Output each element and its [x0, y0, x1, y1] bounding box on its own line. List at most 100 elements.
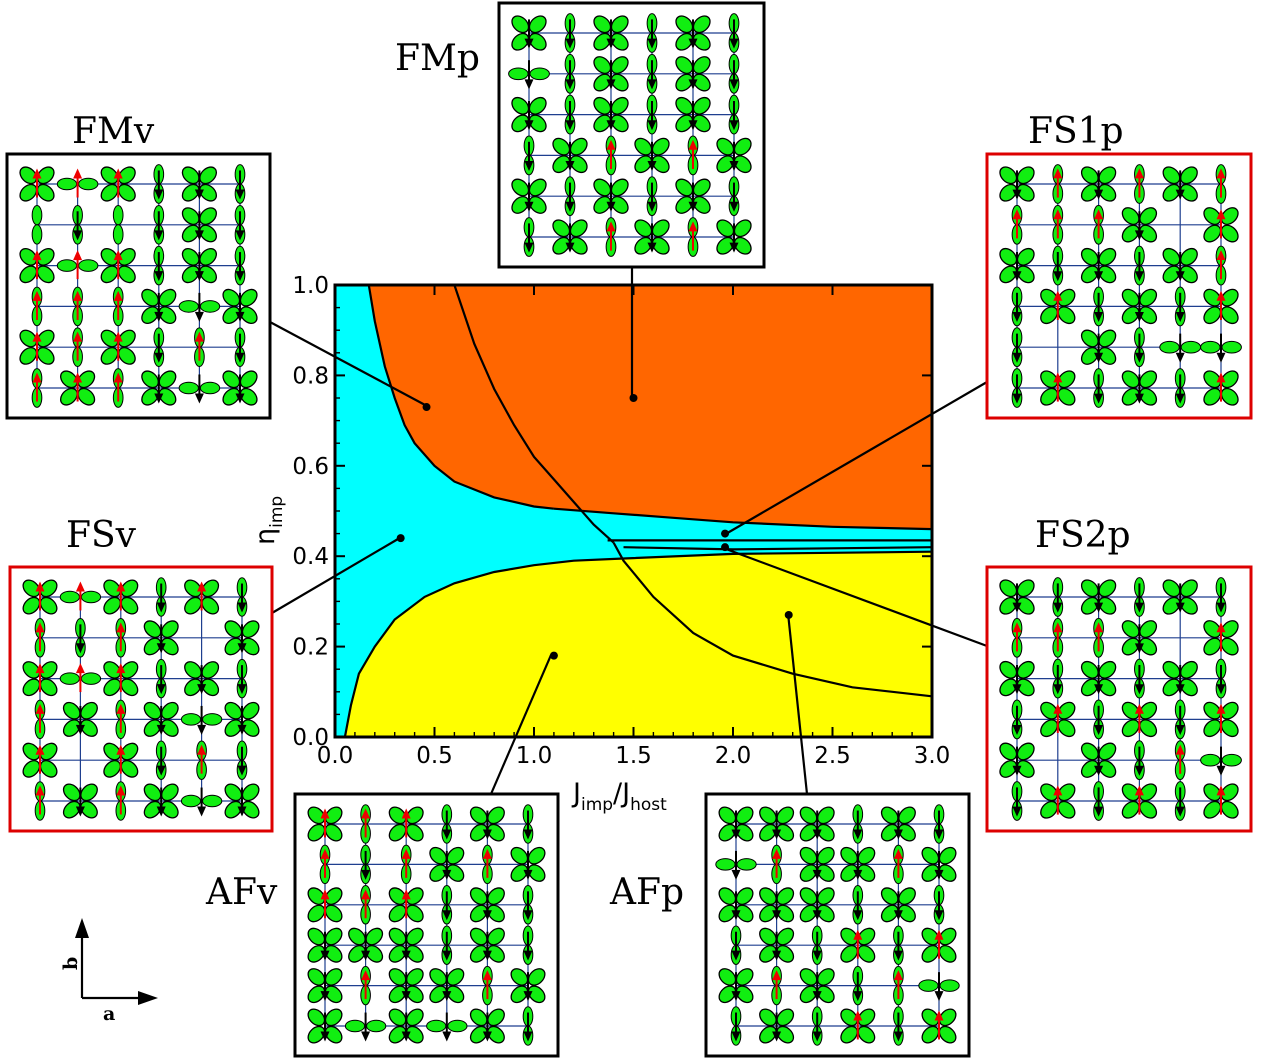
orbital-lobe — [552, 137, 571, 156]
orbital-lobe — [80, 800, 98, 819]
spin-down-arrowhead-icon — [156, 643, 166, 654]
spin-up-arrowhead-icon — [113, 372, 123, 383]
spin-up-arrowhead-icon — [35, 744, 45, 755]
orbital-lobe — [19, 329, 38, 348]
orbital-lobe — [1098, 247, 1117, 266]
orbital-lobe — [307, 806, 326, 825]
orbital-lobe — [817, 904, 835, 923]
orbital-lobe — [1203, 800, 1222, 819]
orbital-lobe — [199, 265, 217, 284]
spin-down-arrowhead-icon — [401, 1031, 411, 1042]
orbital-lobe — [1220, 620, 1239, 638]
spin-down-arrowhead-icon — [1175, 189, 1185, 200]
orbital-lobe — [776, 887, 795, 905]
orbital-lobe — [1162, 183, 1181, 202]
boundary-fs2-af — [623, 546, 933, 551]
orbital-lobe — [1162, 678, 1181, 697]
orbital-lobe — [487, 945, 505, 963]
orbital-lobe — [161, 620, 179, 638]
x-tick-label: 3.0 — [914, 743, 951, 769]
orbital-lobe — [510, 985, 529, 1004]
orbital-lobe — [1203, 783, 1222, 802]
spin-down-arrowhead-icon — [1094, 725, 1104, 735]
spin-down-arrowhead-icon — [197, 806, 207, 817]
orbital-lobe — [406, 823, 424, 842]
orbital-lobe — [1121, 620, 1140, 638]
spin-down-arrowhead-icon — [1094, 602, 1104, 613]
connector-fs2p — [725, 547, 988, 648]
spin-down-arrowhead-icon — [1134, 602, 1144, 613]
orbital-lobe — [569, 137, 588, 156]
spin-down-arrowhead-icon — [523, 991, 533, 1002]
orbital-lobe — [692, 56, 711, 74]
spin-down-arrowhead-icon — [154, 271, 164, 282]
spin-down-arrowhead-icon — [1175, 393, 1185, 404]
orbital-lobe — [1203, 719, 1222, 738]
orbital-lobe — [817, 846, 835, 865]
orbital-lobe — [348, 927, 366, 946]
orbital-lobe — [1220, 370, 1239, 389]
orbital-lobe — [199, 224, 217, 243]
orbital-lobe — [759, 1008, 777, 1027]
spin-down-arrowhead-icon — [1134, 312, 1144, 322]
spin-down-arrowhead-icon — [812, 991, 822, 1002]
spin-down-arrowhead-icon — [647, 38, 657, 49]
spin-up-arrowhead-icon — [73, 372, 83, 383]
orbital-lobe — [1016, 660, 1035, 679]
orbital-lobe — [692, 196, 711, 214]
phase-boundaries — [343, 284, 933, 738]
orbital-lobe — [1221, 340, 1242, 354]
orbital-lobe — [62, 800, 81, 819]
spin-up-arrowhead-icon — [1012, 622, 1022, 633]
spin-down-arrowhead-icon — [75, 643, 85, 654]
orbital-lobe — [1162, 660, 1181, 679]
orbital-lobe — [776, 904, 795, 923]
orbital-lobe — [840, 1008, 858, 1027]
y-axis-label: ηimp — [250, 496, 287, 545]
spin-down-arrowhead-icon — [729, 38, 739, 49]
orbital-lobe — [1139, 288, 1158, 307]
orbital-lobe — [692, 32, 711, 51]
spin-down-arrowhead-icon — [565, 161, 575, 171]
orbital-lobe — [1162, 579, 1181, 598]
orbital-lobe — [487, 1008, 505, 1027]
orbital-lobe — [56, 177, 78, 191]
orbital-lobe — [1139, 800, 1158, 819]
spin-down-arrowhead-icon — [235, 189, 245, 200]
orbital-lobe — [651, 137, 670, 156]
spin-down-arrowhead-icon — [361, 869, 371, 880]
orbital-lobe — [1080, 247, 1099, 266]
spin-up-arrowhead-icon — [320, 889, 330, 900]
spin-up-arrowhead-icon — [197, 744, 207, 755]
spin-down-arrowhead-icon — [1216, 602, 1226, 613]
inset-frame — [8, 565, 274, 833]
orbital-lobe — [469, 1008, 488, 1027]
orbital-lobe — [1203, 387, 1222, 406]
orbital-lobe — [1139, 620, 1158, 638]
orbital-lobe — [735, 887, 754, 905]
orbital-lobe — [307, 823, 326, 842]
orbital-lobe — [100, 265, 119, 284]
spin-down-arrowhead-icon — [647, 161, 657, 171]
spin-down-arrowhead-icon — [237, 602, 247, 613]
orbital-lobe — [528, 32, 547, 51]
orbital-lobe — [1162, 166, 1181, 185]
orbital-lobe — [222, 370, 241, 389]
connector-fsv — [271, 538, 399, 614]
spin-down-arrowhead-icon — [812, 1031, 822, 1042]
spin-up-arrowhead-icon — [893, 848, 903, 859]
spin-up-arrowhead-icon — [73, 168, 83, 179]
orbital-lobe — [446, 968, 465, 986]
orbital-lobe — [469, 945, 488, 963]
orbital-lobe — [735, 985, 754, 1004]
orbital-lobe — [1162, 247, 1181, 266]
orbital-lobe — [1180, 265, 1198, 284]
spin-down-arrowhead-icon — [361, 950, 371, 961]
orbital-lobe — [324, 945, 343, 963]
orbital-lobe — [999, 265, 1018, 284]
orbital-lobe — [388, 945, 407, 963]
orbital-lobe — [80, 701, 98, 720]
orbital-lobe — [241, 637, 260, 656]
spin-down-arrowhead-icon — [772, 950, 782, 961]
orbital-lobe — [528, 15, 547, 34]
